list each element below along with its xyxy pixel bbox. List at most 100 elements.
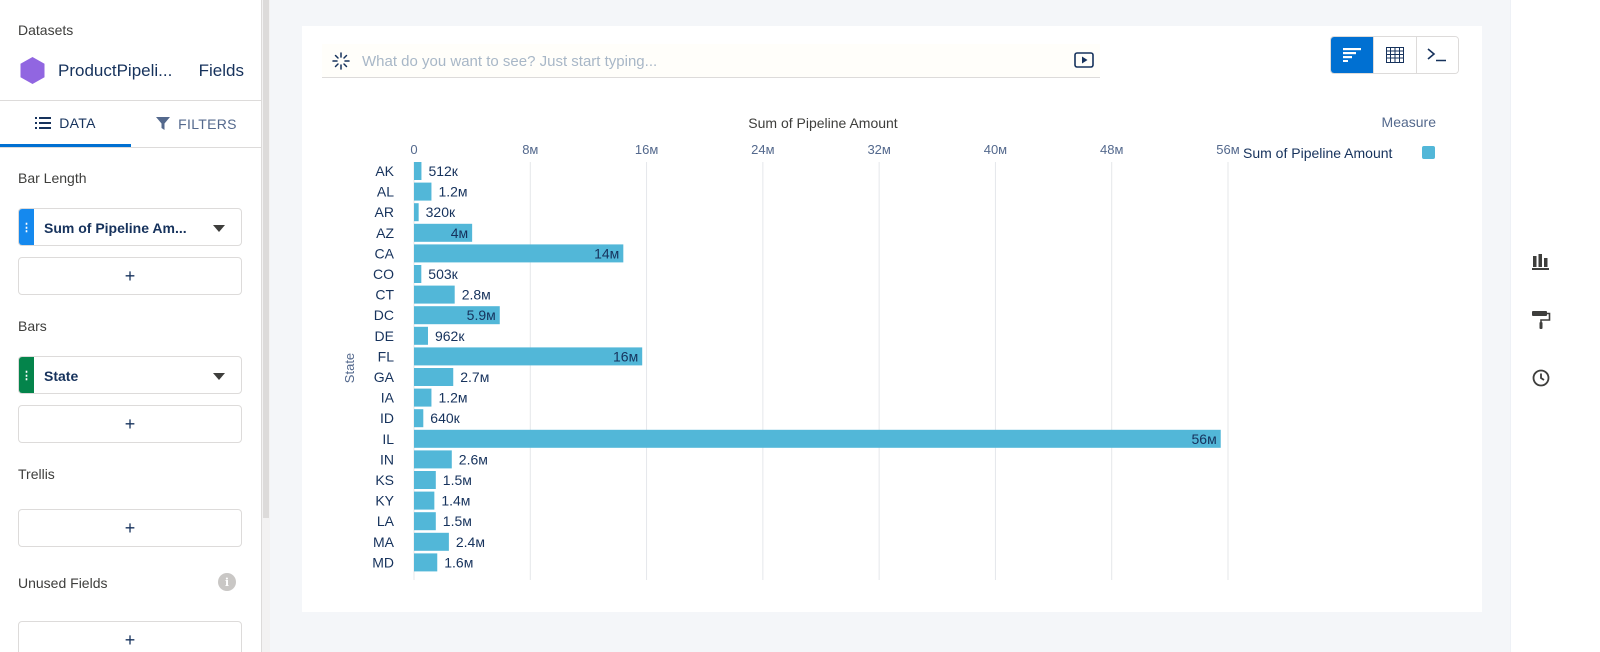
left-panel: Datasets ProductPipeli... Fields DATA FI… xyxy=(0,0,262,652)
chart-type-icon[interactable] xyxy=(1531,252,1551,272)
y-tick-label: MA xyxy=(373,534,395,550)
bar xyxy=(414,388,432,407)
query-input[interactable]: What do you want to see? Just start typi… xyxy=(322,44,1100,78)
info-icon[interactable]: i xyxy=(218,573,236,591)
data-label: 1.2м xyxy=(438,184,467,200)
history-clock-icon[interactable] xyxy=(1531,368,1551,388)
x-tick-label: 8м xyxy=(522,142,538,157)
y-tick-label: AR xyxy=(375,204,394,220)
chevron-down-icon[interactable] xyxy=(213,373,225,380)
y-tick-label: FL xyxy=(378,348,395,364)
table-grid-icon xyxy=(1386,47,1404,63)
data-label: 14м xyxy=(594,245,619,261)
bar xyxy=(414,512,436,531)
y-tick-label: AZ xyxy=(376,225,394,241)
data-label: 2.6м xyxy=(459,451,488,467)
data-label: 56м xyxy=(1192,431,1217,447)
dataset-hexagon-icon xyxy=(20,57,45,84)
bar-chart-icon xyxy=(1343,48,1362,62)
y-tick-label: IL xyxy=(382,431,394,447)
data-label: 1.6м xyxy=(444,554,473,570)
add-unused-field-button[interactable]: + xyxy=(18,621,242,652)
y-axis-label: State xyxy=(342,353,357,383)
legend-title: Measure xyxy=(1382,114,1437,130)
add-bar-length-button[interactable]: + xyxy=(18,257,242,295)
data-label: 503к xyxy=(428,266,458,282)
y-tick-label: MD xyxy=(372,554,394,570)
datasets-label: Datasets xyxy=(18,22,74,38)
bar xyxy=(414,182,432,201)
legend-swatch xyxy=(1422,146,1435,159)
dataset-row[interactable]: ProductPipeli... Fields xyxy=(18,56,244,84)
dataset-name[interactable]: ProductPipeli... xyxy=(58,61,173,80)
data-label: 962к xyxy=(435,328,465,344)
y-tick-label: IN xyxy=(380,451,394,467)
x-tick-label: 0 xyxy=(410,142,417,157)
bar xyxy=(414,553,438,572)
y-tick-label: DC xyxy=(374,307,394,323)
bars-label: Bars xyxy=(18,318,47,334)
bar xyxy=(414,368,454,386)
data-label: 16м xyxy=(613,348,638,364)
data-label: 2.7м xyxy=(460,369,489,385)
panel-tabs: DATA FILTERS xyxy=(0,100,261,148)
x-tick-label: 56м xyxy=(1216,142,1239,157)
y-tick-label: AL xyxy=(377,184,394,200)
filter-funnel-icon xyxy=(156,117,171,130)
right-rail xyxy=(1510,0,1600,652)
bar xyxy=(414,306,500,325)
y-tick-label: AK xyxy=(375,163,394,179)
drag-handle-icon[interactable]: ⋮ xyxy=(19,209,34,245)
chevron-down-icon[interactable] xyxy=(213,225,225,232)
bar xyxy=(414,450,452,469)
play-icon[interactable] xyxy=(1074,52,1094,68)
list-icon xyxy=(35,116,52,129)
bar xyxy=(414,347,643,366)
x-tick-label: 24м xyxy=(751,142,774,157)
unused-fields-label: Unused Fields xyxy=(18,575,108,591)
y-tick-label: IA xyxy=(381,390,395,406)
y-tick-label: LA xyxy=(377,513,395,529)
y-tick-label: KY xyxy=(375,493,394,509)
bars-field-pill[interactable]: ⋮ State xyxy=(18,356,242,394)
terminal-prompt-icon xyxy=(1427,48,1447,62)
y-tick-label: KS xyxy=(375,472,394,488)
bar xyxy=(414,409,424,428)
bar xyxy=(414,326,428,345)
bar-length-field-label: Sum of Pipeline Am... xyxy=(44,220,187,236)
add-trellis-button[interactable]: + xyxy=(18,509,242,547)
bar-chart-view-button[interactable] xyxy=(1331,37,1374,73)
x-tick-label: 32м xyxy=(867,142,890,157)
legend-item-label: Sum of Pipeline Amount xyxy=(1243,145,1393,161)
y-tick-label: DE xyxy=(375,328,394,344)
bar xyxy=(414,471,436,489)
add-bars-button[interactable]: + xyxy=(18,405,242,443)
table-view-button[interactable] xyxy=(1373,37,1416,73)
y-tick-label: CT xyxy=(375,287,394,303)
y-tick-label: GA xyxy=(374,369,395,385)
y-tick-label: CA xyxy=(375,245,395,261)
bar xyxy=(414,532,449,551)
panel-scrollbar[interactable] xyxy=(262,0,270,652)
tab-data-label: DATA xyxy=(59,114,96,131)
data-label: 1.4м xyxy=(441,493,470,509)
format-paint-icon[interactable] xyxy=(1531,310,1551,330)
tab-filters[interactable]: FILTERS xyxy=(131,101,261,147)
bars-field-label: State xyxy=(44,368,79,384)
chart-title: Sum of Pipeline Amount xyxy=(748,115,898,131)
bar-length-label: Bar Length xyxy=(18,170,87,186)
view-toggle-group xyxy=(1330,36,1459,74)
query-view-button[interactable] xyxy=(1415,37,1458,73)
bar-length-field-pill[interactable]: ⋮ Sum of Pipeline Am... xyxy=(18,208,242,246)
tab-filters-label: FILTERS xyxy=(178,116,237,132)
scrollbar-thumb[interactable] xyxy=(263,0,269,518)
bar xyxy=(414,223,473,242)
drag-handle-icon[interactable]: ⋮ xyxy=(19,357,34,393)
sparkle-icon xyxy=(332,52,350,70)
query-placeholder: What do you want to see? Just start typi… xyxy=(362,53,658,70)
fields-link[interactable]: Fields xyxy=(198,61,244,80)
data-label: 1.5м xyxy=(443,472,472,488)
data-label: 640к xyxy=(430,410,460,426)
data-label: 320к xyxy=(426,204,456,220)
tab-data[interactable]: DATA xyxy=(0,101,131,147)
